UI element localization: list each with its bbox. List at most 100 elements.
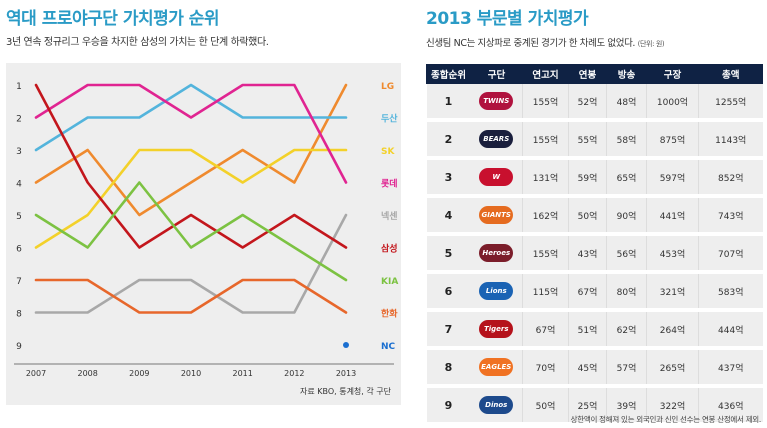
team-logo: GIANTS: [479, 206, 514, 224]
total-cell: 436억: [698, 386, 763, 426]
hometown-cell: 155억: [522, 84, 569, 122]
team-logo-cell: Tigers: [470, 310, 523, 350]
total-cell: 743억: [698, 196, 763, 236]
chart-svg: 1 2 3 4 5 6 7 8 9 2007 2008 2009 2010 2011 2012 2013 LG 두…: [14, 82, 398, 396]
total-cell: 1255억: [698, 84, 763, 122]
team-logo: Dinos: [479, 396, 514, 414]
table-row: 8 EAGLES 70억 45억 57억 265억 437억: [426, 348, 763, 388]
team-logo-cell: Dinos: [470, 386, 523, 426]
table-row: 6 Lions 115억 67억 80억 321억 583억: [426, 272, 763, 312]
series-line: [34, 83, 348, 152]
series-legend-label: SK: [381, 147, 395, 157]
hometown-cell: 67억: [522, 310, 569, 350]
total-cell: 437억: [698, 348, 763, 388]
series-legend-label: 롯데: [381, 178, 398, 190]
x-tick-label: 2010: [181, 369, 201, 378]
team-logo: W: [479, 168, 514, 186]
valuation-table: 종합순위 구단 연고지 연봉 방송 구장 총액 1 TWINS 155억 52억 48억…: [426, 64, 763, 426]
hometown-cell: 50억: [522, 386, 569, 426]
rank-cell: 1: [426, 84, 471, 122]
team-logo-cell: TWINS: [470, 84, 523, 122]
subtitle-text: 신생팀 NC는 지상파로 중계된 경기가 한 차례도 없었다.: [426, 38, 636, 49]
total-cell: 707억: [698, 234, 763, 274]
table-row: 7 Tigers 67억 51억 62억 264억 444억: [426, 310, 763, 350]
broadcast-cell: 62억: [606, 310, 647, 350]
x-tick-label: 2013: [336, 369, 356, 378]
series-legend-label: 삼성: [381, 243, 398, 255]
col-header-rank: 종합순위: [426, 64, 471, 84]
series-point: [343, 342, 349, 348]
team-logo-cell: BEARS: [470, 120, 523, 160]
hometown-cell: 70억: [522, 348, 569, 388]
hometown-cell: 155억: [522, 120, 569, 160]
salary-cell: 45억: [568, 348, 607, 388]
salary-cell: 67억: [568, 272, 607, 312]
series-legend-label: 한화: [381, 308, 398, 320]
series-line: [34, 83, 348, 249]
rank-line-chart: 1 2 3 4 5 6 7 8 9 2007 2008 2009 2010 2011 2012 2013 LG 두…: [6, 63, 401, 405]
salary-cell: 51억: [568, 310, 607, 350]
hometown-cell: 131억: [522, 158, 569, 198]
broadcast-cell: 90억: [606, 196, 647, 236]
team-logo-cell: Lions: [470, 272, 523, 312]
stadium-cell: 321억: [646, 272, 699, 312]
broadcast-cell: 65억: [606, 158, 647, 198]
table-row: 5 Heroes 155억 43억 56억 453억 707억: [426, 234, 763, 274]
team-logo: TWINS: [479, 92, 514, 110]
series-legend-label: 넥센: [381, 210, 398, 222]
col-header-salary: 연봉: [568, 64, 607, 84]
hometown-cell: 155억: [522, 234, 569, 274]
team-logo: Heroes: [479, 244, 514, 262]
y-tick-label: 4: [16, 180, 22, 190]
series-line: [34, 83, 348, 184]
broadcast-cell: 58억: [606, 120, 647, 160]
rank-cell: 2: [426, 120, 471, 160]
y-tick-label: 3: [16, 147, 22, 157]
left-chart-title: 역대 프로야구단 가치평가 순위: [6, 9, 220, 29]
col-header-total: 총액: [698, 64, 763, 84]
salary-cell: 52억: [568, 84, 607, 122]
salary-cell: 50억: [568, 196, 607, 236]
y-tick-label: 7: [16, 277, 22, 287]
team-logo: BEARS: [479, 130, 514, 148]
series-line: [34, 278, 348, 314]
stadium-cell: 322억: [646, 386, 699, 426]
team-logo-cell: EAGLES: [470, 348, 523, 388]
series-line: [34, 181, 348, 282]
col-header-broadcast: 방송: [606, 64, 647, 84]
rank-cell: 3: [426, 158, 471, 198]
hometown-cell: 162억: [522, 196, 569, 236]
stadium-cell: 1000억: [646, 84, 699, 122]
rank-cell: 8: [426, 348, 471, 388]
x-tick-label: 2012: [284, 369, 304, 378]
series-line: [34, 148, 348, 249]
x-tick-label: 2007: [26, 369, 46, 378]
series-line: [34, 213, 348, 314]
team-logo-cell: Heroes: [470, 234, 523, 274]
y-tick-label: 1: [16, 82, 22, 92]
team-logo-cell: W: [470, 158, 523, 198]
left-chart-subtitle: 3년 연속 정규리그 우승을 차지한 삼성의 가치는 한 단계 하락했다.: [6, 37, 269, 48]
series-line: [34, 83, 348, 217]
col-header-hometown: 연고지: [522, 64, 569, 84]
chart-source: 자료 KBO, 통계청, 각 구단: [300, 386, 392, 396]
y-tick-label: 2: [16, 115, 22, 125]
table-row: 2 BEARS 155억 55억 58억 875억 1143억: [426, 120, 763, 160]
rank-cell: 5: [426, 234, 471, 274]
rank-cell: 9: [426, 386, 471, 426]
broadcast-cell: 56억: [606, 234, 647, 274]
broadcast-cell: 57억: [606, 348, 647, 388]
x-tick-label: 2008: [77, 369, 97, 378]
col-header-team: 구단: [470, 64, 523, 84]
rank-cell: 4: [426, 196, 471, 236]
right-table-title: 2013 부문별 가치평가: [426, 9, 589, 29]
team-logo: Tigers: [479, 320, 514, 338]
table-row: 1 TWINS 155억 52억 48억 1000억 1255억: [426, 84, 763, 122]
table-header-row: 종합순위 구단 연고지 연봉 방송 구장 총액: [426, 64, 763, 84]
stadium-cell: 265억: [646, 348, 699, 388]
y-tick-label: 8: [16, 310, 22, 320]
y-tick-label: 5: [16, 212, 22, 222]
stadium-cell: 441억: [646, 196, 699, 236]
total-cell: 583억: [698, 272, 763, 312]
total-cell: 444억: [698, 310, 763, 350]
